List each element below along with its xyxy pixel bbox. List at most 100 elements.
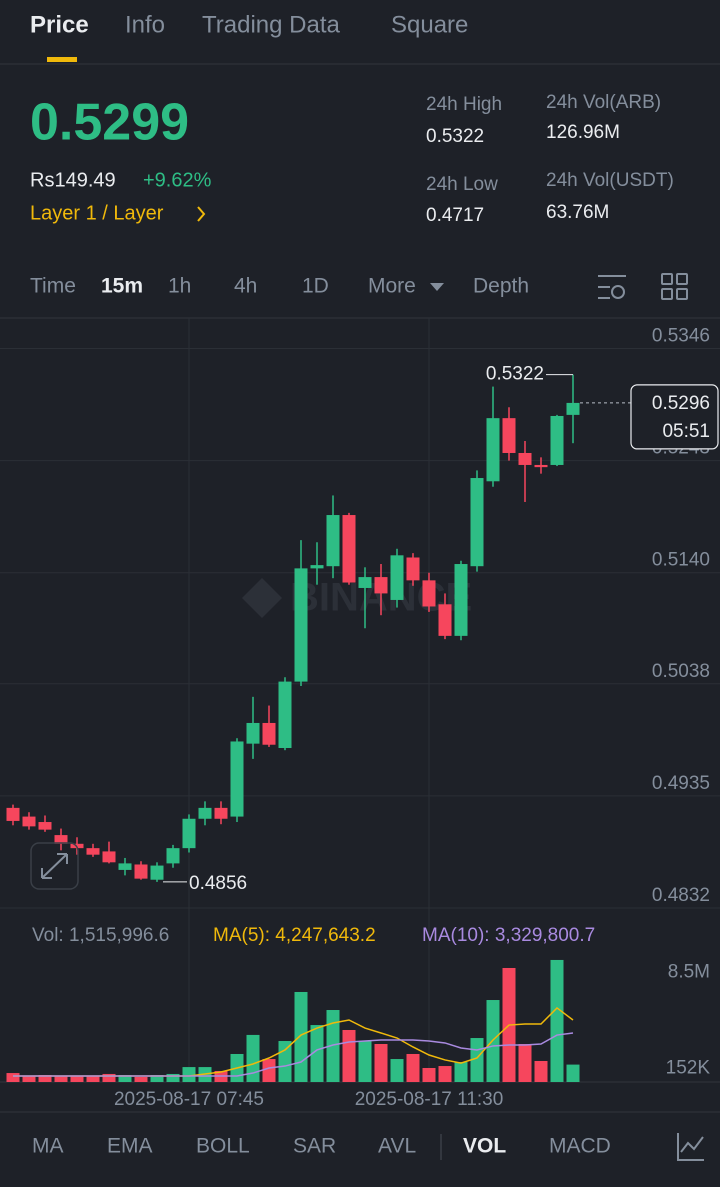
timeframe-option[interactable]: 15m bbox=[101, 275, 143, 298]
countdown-label: 05:51 bbox=[662, 421, 710, 442]
stat-label: 24h Vol(USDT) bbox=[546, 170, 674, 191]
tab[interactable]: Info bbox=[125, 11, 165, 38]
candle-body bbox=[118, 863, 132, 870]
candle-body bbox=[38, 822, 52, 830]
last-price: 0.5299 bbox=[30, 94, 189, 152]
indicator-tab[interactable]: VOL bbox=[463, 1135, 506, 1158]
volume-bar bbox=[406, 1053, 420, 1082]
candle-body bbox=[342, 515, 356, 583]
candle-body bbox=[150, 865, 164, 880]
timeframe-option[interactable]: 1D bbox=[302, 275, 329, 298]
candle-body bbox=[262, 722, 276, 745]
legend-entry: MA(5): 4,247,643.2 bbox=[213, 925, 376, 946]
candle-body bbox=[214, 807, 228, 819]
indicator-tab[interactable]: AVL bbox=[378, 1135, 416, 1158]
timeframe-option[interactable]: 4h bbox=[234, 275, 257, 298]
candle-body bbox=[486, 418, 500, 482]
y-tick-label: 8.5M bbox=[668, 961, 710, 982]
volume-bar bbox=[438, 1066, 452, 1082]
volume-bar bbox=[358, 1041, 372, 1082]
candle-body bbox=[438, 604, 452, 636]
volume-bar bbox=[390, 1059, 404, 1082]
volume-bar bbox=[166, 1073, 180, 1082]
volume-bar bbox=[454, 1062, 468, 1082]
legend-entry: Vol: 1,515,996.6 bbox=[32, 925, 169, 946]
timeframe-option[interactable]: More bbox=[368, 275, 416, 298]
y-tick-label: 0.5346 bbox=[652, 325, 710, 346]
candle-body bbox=[230, 741, 244, 817]
stat-value: 63.76M bbox=[546, 202, 609, 223]
candle-body bbox=[182, 818, 196, 849]
x-tick-label: 2025-08-17 11:30 bbox=[355, 1089, 504, 1110]
indicator-tab[interactable]: BOLL bbox=[196, 1135, 250, 1158]
volume-bar bbox=[422, 1067, 436, 1082]
candle-body bbox=[550, 415, 564, 465]
category-link[interactable]: Layer 1 / Layer bbox=[30, 202, 164, 224]
indicator-tab[interactable]: MACD bbox=[549, 1135, 611, 1158]
volume-bar bbox=[566, 1064, 580, 1082]
candle-body bbox=[310, 565, 324, 569]
layout-icon[interactable] bbox=[661, 273, 688, 300]
volume-bar bbox=[118, 1074, 132, 1082]
candle-body bbox=[566, 402, 580, 415]
volume-bar bbox=[134, 1076, 148, 1082]
volume-bar bbox=[534, 1060, 548, 1082]
candle-body bbox=[422, 580, 436, 607]
expand-button[interactable] bbox=[30, 842, 79, 890]
candle-body bbox=[22, 816, 36, 827]
candle-body bbox=[134, 864, 148, 879]
candle-body bbox=[86, 848, 100, 855]
tab[interactable]: Price bbox=[30, 11, 89, 38]
high-label: 0.5322 bbox=[486, 364, 544, 385]
active-tab-indicator bbox=[47, 57, 77, 62]
candle-body bbox=[534, 464, 548, 468]
timeframe-option[interactable]: 1h bbox=[168, 275, 191, 298]
volume-bar bbox=[150, 1074, 164, 1082]
indicator-tab[interactable]: SAR bbox=[293, 1135, 336, 1158]
candle-body bbox=[6, 807, 20, 821]
indicator-tab[interactable]: EMA bbox=[107, 1135, 153, 1158]
x-tick-label: 2025-08-17 07:45 bbox=[114, 1089, 264, 1110]
volume-bar bbox=[22, 1076, 36, 1082]
volume-bar bbox=[102, 1073, 116, 1082]
candle-body bbox=[390, 555, 404, 600]
dropdown-icon bbox=[430, 283, 444, 291]
volume-bar bbox=[246, 1034, 260, 1082]
candle-body bbox=[278, 681, 292, 748]
timeframe-option[interactable]: Time bbox=[30, 275, 76, 298]
candle-body bbox=[454, 564, 468, 636]
stat-label: 24h Vol(ARB) bbox=[546, 92, 661, 113]
tab[interactable]: Trading Data bbox=[202, 11, 341, 38]
ma-line bbox=[13, 1032, 574, 1077]
timeframe-option[interactable]: Depth bbox=[473, 275, 529, 298]
volume-bar bbox=[54, 1076, 68, 1082]
settings-icon[interactable] bbox=[598, 275, 626, 299]
candle-body bbox=[166, 848, 180, 864]
volume-bar bbox=[182, 1067, 196, 1082]
volume-bar bbox=[374, 1043, 388, 1082]
stat-value: 0.5322 bbox=[426, 126, 484, 147]
legend-entry: MA(10): 3,329,800.7 bbox=[422, 925, 595, 946]
price-change: +9.62% bbox=[143, 169, 212, 191]
y-tick-label: 0.5140 bbox=[652, 550, 710, 571]
indicator-settings-icon[interactable] bbox=[677, 1133, 704, 1161]
volume-bar bbox=[262, 1059, 276, 1082]
last-price-label: 0.5296 bbox=[652, 393, 710, 414]
volume-bar bbox=[294, 991, 308, 1082]
candle-body bbox=[502, 418, 516, 453]
stat-value: 0.4717 bbox=[426, 205, 484, 226]
candle-body bbox=[358, 577, 372, 588]
indicator-tab[interactable]: MA bbox=[32, 1135, 64, 1158]
candle-body bbox=[326, 515, 340, 567]
volume-bar bbox=[550, 959, 564, 1082]
y-tick-label: 0.5038 bbox=[652, 661, 710, 682]
chevron-icon bbox=[197, 206, 206, 222]
tab[interactable]: Square bbox=[391, 11, 468, 38]
candle-body bbox=[54, 835, 68, 844]
volume-bar bbox=[518, 1043, 532, 1082]
watermark-logo bbox=[242, 578, 282, 618]
stat-value: 126.96M bbox=[546, 122, 620, 143]
candle-body bbox=[518, 452, 532, 465]
